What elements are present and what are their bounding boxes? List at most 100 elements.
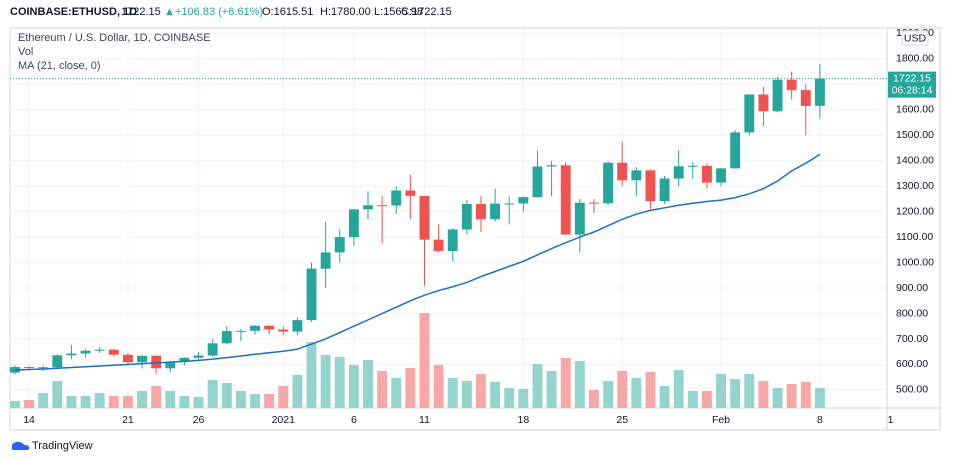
y-tick-label: 1200.00 (896, 205, 934, 217)
volume-bar (24, 400, 35, 408)
volume-bar (264, 394, 275, 408)
volume-bar (461, 381, 472, 408)
legend-title: Ethereum / U.S. Dollar, 1D, COINBASE (18, 32, 211, 44)
candle-body (631, 170, 642, 181)
candle-body (687, 165, 698, 167)
candle-body (405, 190, 416, 196)
currency[interactable]: USD (904, 32, 927, 44)
volume-bar (758, 381, 769, 408)
x-tick-label: 18 (518, 414, 530, 426)
x-tick-label: 1 (888, 414, 894, 426)
candle-body (250, 325, 260, 331)
candle-body (673, 166, 684, 179)
volume-bar (730, 379, 741, 408)
x-tick-label: 11 (419, 414, 430, 426)
volume-bar (574, 361, 585, 408)
volume-bar (38, 393, 49, 408)
volume-bar (800, 382, 811, 408)
candle-body (377, 205, 388, 207)
candle-body (24, 366, 35, 369)
candle-body (758, 94, 769, 112)
candle-body (490, 203, 501, 220)
candle-body (744, 94, 755, 133)
candle-body (730, 132, 741, 169)
candle-body (447, 229, 458, 252)
candle-body (108, 349, 119, 355)
x-tick-label: 26 (193, 414, 205, 426)
volume-bar (744, 374, 755, 408)
candle-body (603, 162, 614, 204)
volume-bar (701, 391, 712, 408)
candle-body (419, 195, 430, 240)
volume-bar (235, 391, 246, 408)
candle-body (38, 367, 49, 369)
moving-average (14, 153, 821, 371)
volume-bar (716, 374, 727, 408)
candle-body (772, 79, 783, 112)
candle-body (278, 329, 289, 332)
y-tick-label: 600.00 (896, 358, 928, 370)
candle-body (645, 170, 656, 202)
candle-body (137, 355, 147, 363)
volume-bar (490, 382, 501, 408)
candle-body (800, 90, 811, 106)
candle-body (574, 202, 585, 235)
candle-body (391, 190, 402, 206)
candle-body (363, 205, 373, 210)
volume-bar (673, 370, 684, 408)
volume-bar (447, 378, 458, 408)
volume-bar (476, 374, 486, 408)
volume-bar (151, 386, 162, 408)
volume-bar (207, 380, 218, 408)
volume-bar (66, 396, 77, 408)
candle-body (193, 355, 204, 358)
volume-bar (94, 393, 105, 408)
header-open: O:1615.51 (262, 6, 313, 18)
volume-bar (391, 378, 402, 408)
up-arrow: ▲ (164, 6, 175, 18)
header-low: L:1565.98 (374, 6, 423, 18)
currency-box[interactable] (901, 30, 929, 46)
volume-bar (405, 368, 416, 408)
volume-bar (631, 378, 642, 408)
legend-ma: MA (21, close, 0) (18, 60, 101, 72)
volume-bar (532, 364, 543, 408)
candle-body (560, 165, 571, 235)
candle-body (207, 343, 218, 356)
x-tick-label: 6 (351, 414, 357, 426)
y-tick-label: 900.00 (896, 282, 928, 294)
volume-bar (617, 371, 628, 408)
volume-bar (603, 381, 614, 408)
volume-bar (433, 365, 444, 408)
volume-bar (377, 371, 388, 408)
header-change: +106.83 (+6.61%) (175, 6, 263, 18)
candle-body (179, 357, 190, 362)
candle-body (122, 354, 133, 363)
symbol: COINBASE:ETHUSD, 1D (10, 6, 137, 18)
header-high: H:1780.00 (320, 6, 371, 18)
candle-body (221, 331, 232, 344)
candle-body (151, 355, 162, 369)
volume-bar (108, 396, 119, 408)
candle-body (292, 320, 303, 332)
candle-body (518, 197, 529, 204)
header-close: C:1722.15 (401, 6, 452, 18)
volume-bar (518, 389, 529, 408)
volume-bar (278, 386, 289, 408)
volume-bar (546, 371, 557, 408)
volume-bar (589, 390, 599, 408)
x-tick-label: 8 (817, 414, 823, 426)
header-price: 1722.15 (121, 6, 161, 18)
candle-body (433, 239, 444, 252)
volume-bar (80, 396, 91, 408)
candle-body (66, 353, 77, 356)
chart-frame (9, 27, 941, 431)
y-tick-label: 1000.00 (896, 256, 934, 268)
volume-bar (814, 388, 825, 408)
volume-bar (179, 396, 190, 408)
countdown: 06:28:14 (892, 84, 933, 96)
volume-bar (221, 383, 232, 408)
candle-body (348, 209, 359, 238)
candle-body (589, 202, 599, 204)
